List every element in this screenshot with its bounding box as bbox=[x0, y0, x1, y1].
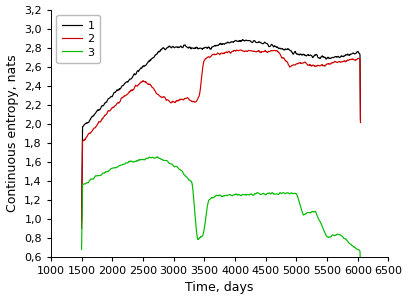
2 bbox=[246, 49, 251, 52]
2 bbox=[358, 121, 363, 124]
3 bbox=[246, 193, 251, 196]
2 bbox=[350, 57, 355, 61]
3 bbox=[350, 244, 355, 248]
Line: 1: 1 bbox=[82, 40, 360, 221]
3 bbox=[248, 192, 253, 196]
2 bbox=[109, 106, 114, 110]
3 bbox=[358, 265, 363, 269]
1 bbox=[246, 39, 251, 43]
1 bbox=[109, 95, 114, 98]
2 bbox=[239, 48, 244, 52]
3 bbox=[110, 167, 115, 170]
2 bbox=[79, 226, 84, 230]
X-axis label: Time, days: Time, days bbox=[186, 281, 254, 294]
3 bbox=[79, 248, 84, 251]
2 bbox=[212, 52, 217, 56]
1 bbox=[350, 52, 355, 55]
1 bbox=[212, 44, 217, 47]
1 bbox=[79, 219, 84, 223]
3 bbox=[155, 155, 160, 159]
Y-axis label: Continuous entropy, nats: Continuous entropy, nats bbox=[6, 54, 18, 212]
1 bbox=[248, 39, 253, 43]
1 bbox=[240, 38, 245, 41]
Legend: 1, 2, 3: 1, 2, 3 bbox=[56, 15, 100, 63]
Line: 3: 3 bbox=[82, 157, 360, 267]
2 bbox=[248, 49, 253, 52]
3 bbox=[213, 195, 217, 198]
1 bbox=[358, 118, 363, 122]
1 bbox=[110, 95, 115, 99]
2 bbox=[110, 106, 115, 110]
3 bbox=[109, 167, 114, 170]
Line: 2: 2 bbox=[82, 50, 360, 228]
